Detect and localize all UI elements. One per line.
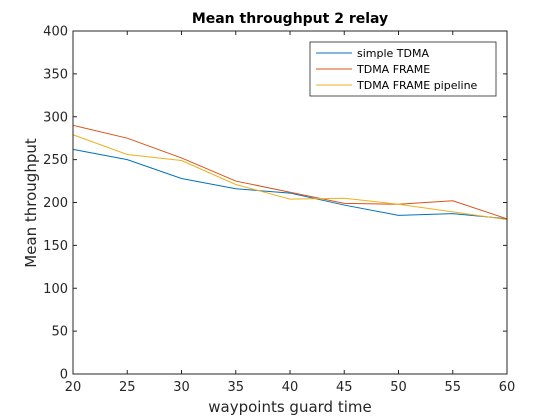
series-line-simple-tdma <box>72 148 508 220</box>
y-tick-label: 400 <box>43 25 68 40</box>
y-tick-label: 350 <box>43 67 68 82</box>
y-axis-label: Mean throughput <box>22 138 40 268</box>
y-tick-label: 50 <box>51 325 68 340</box>
x-tick-label: 45 <box>336 380 353 395</box>
y-tick-label: 100 <box>43 282 68 297</box>
x-tick-label: 60 <box>499 380 516 395</box>
x-tick-label: 40 <box>282 380 299 395</box>
y-tick-label: 300 <box>43 110 68 125</box>
x-axis-label: waypoints guard time <box>208 398 371 416</box>
x-tick-label: 50 <box>390 380 407 395</box>
x-tick-label: 35 <box>227 380 244 395</box>
y-tick-label: 200 <box>43 196 68 211</box>
x-tick-label: 25 <box>119 380 136 395</box>
y-tick-label: 250 <box>43 153 68 168</box>
series-layer <box>72 124 508 221</box>
x-tick-label: 55 <box>444 380 461 395</box>
series-line-tdma-frame <box>72 124 508 220</box>
y-tick-label: 0 <box>60 368 68 383</box>
legend-label: TDMA FRAME <box>356 63 430 76</box>
chart-title: Mean throughput 2 relay <box>192 11 388 27</box>
x-tick-label: 20 <box>65 380 82 395</box>
x-tick-label: 30 <box>173 380 190 395</box>
legend-label: TDMA FRAME pipeline <box>356 79 478 92</box>
y-tick-label: 150 <box>43 239 68 254</box>
legend: simple TDMA TDMA FRAME TDMA FRAME pipeline <box>309 41 497 97</box>
series-line-tdma-frame-pipeline <box>72 134 508 221</box>
legend-label: simple TDMA <box>357 47 429 60</box>
ticks-layer: 20 25 30 35 40 45 50 55 60 0 50 100 150 200 250 300 350 4… <box>43 25 515 396</box>
